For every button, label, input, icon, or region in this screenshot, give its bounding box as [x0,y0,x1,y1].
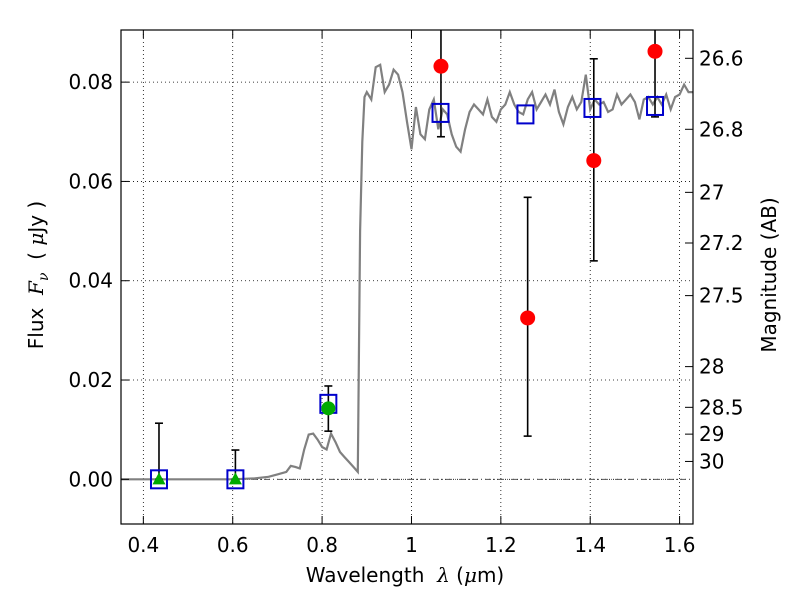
y-tick-label: 0.08 [68,70,113,94]
detection-marker [647,43,663,59]
limit-circle-marker [321,401,336,416]
ticks [121,30,693,524]
detection-marker [586,153,602,169]
model-band-marker [583,97,602,118]
model-band-marker [516,104,535,125]
y2-tick-label: 28 [699,355,724,379]
model-band-marker [431,102,450,123]
y2-tick-labels: 26.6 26.8 27 27.2 27.5 28 28.5 29 30 [699,46,744,473]
model-band-marker [149,469,168,490]
detection-marker [433,58,449,74]
x-tick-label: 0.4 [127,533,159,557]
y2-tick-label: 27.2 [699,231,744,255]
x-tick-label: 1.6 [664,533,696,557]
spectrum-line [121,63,693,481]
y2-tick-label: 30 [699,449,724,473]
y-axis-label: Flux Fν ( μJy ) [24,201,52,349]
model-spectrum [121,63,693,481]
y2-tick-label: 29 [699,422,724,446]
grid [121,30,693,524]
y2-tick-label: 27.5 [699,284,744,308]
y-tick-label: 0.00 [68,467,113,491]
y2-tick-label: 26.6 [699,46,744,70]
detection-marker [520,310,536,326]
x-tick-label: 1 [405,533,418,557]
y-tick-labels: 0.00 0.02 0.04 0.06 0.08 [68,70,113,491]
model-band-marker [646,95,665,116]
error-bars [154,30,660,481]
x-tick-label: 0.6 [217,533,249,557]
y-tick-label: 0.02 [68,368,113,392]
x-tick-label: 0.8 [306,533,338,557]
y2-tick-label: 26.8 [699,117,744,141]
plot-frame [120,29,694,525]
limit-triangle-marker [152,472,166,485]
x-tick-label: 1.2 [485,533,517,557]
x-tick-labels: 0.4 0.6 0.8 1 1.2 1.4 1.6 [127,533,695,557]
y-tick-label: 0.06 [68,169,113,193]
y2-tick-label: 28.5 [699,395,744,419]
model-band-marker [226,469,245,490]
markers [149,43,665,490]
y-tick-label: 0.04 [68,269,113,293]
y2-axis-label: Magnitude (AB) [757,197,781,352]
y2-tick-label: 27 [699,180,724,204]
limit-triangle-marker [228,472,242,485]
x-tick-label: 1.4 [574,533,606,557]
x-axis-label: Wavelength λ (μm) [306,563,505,587]
